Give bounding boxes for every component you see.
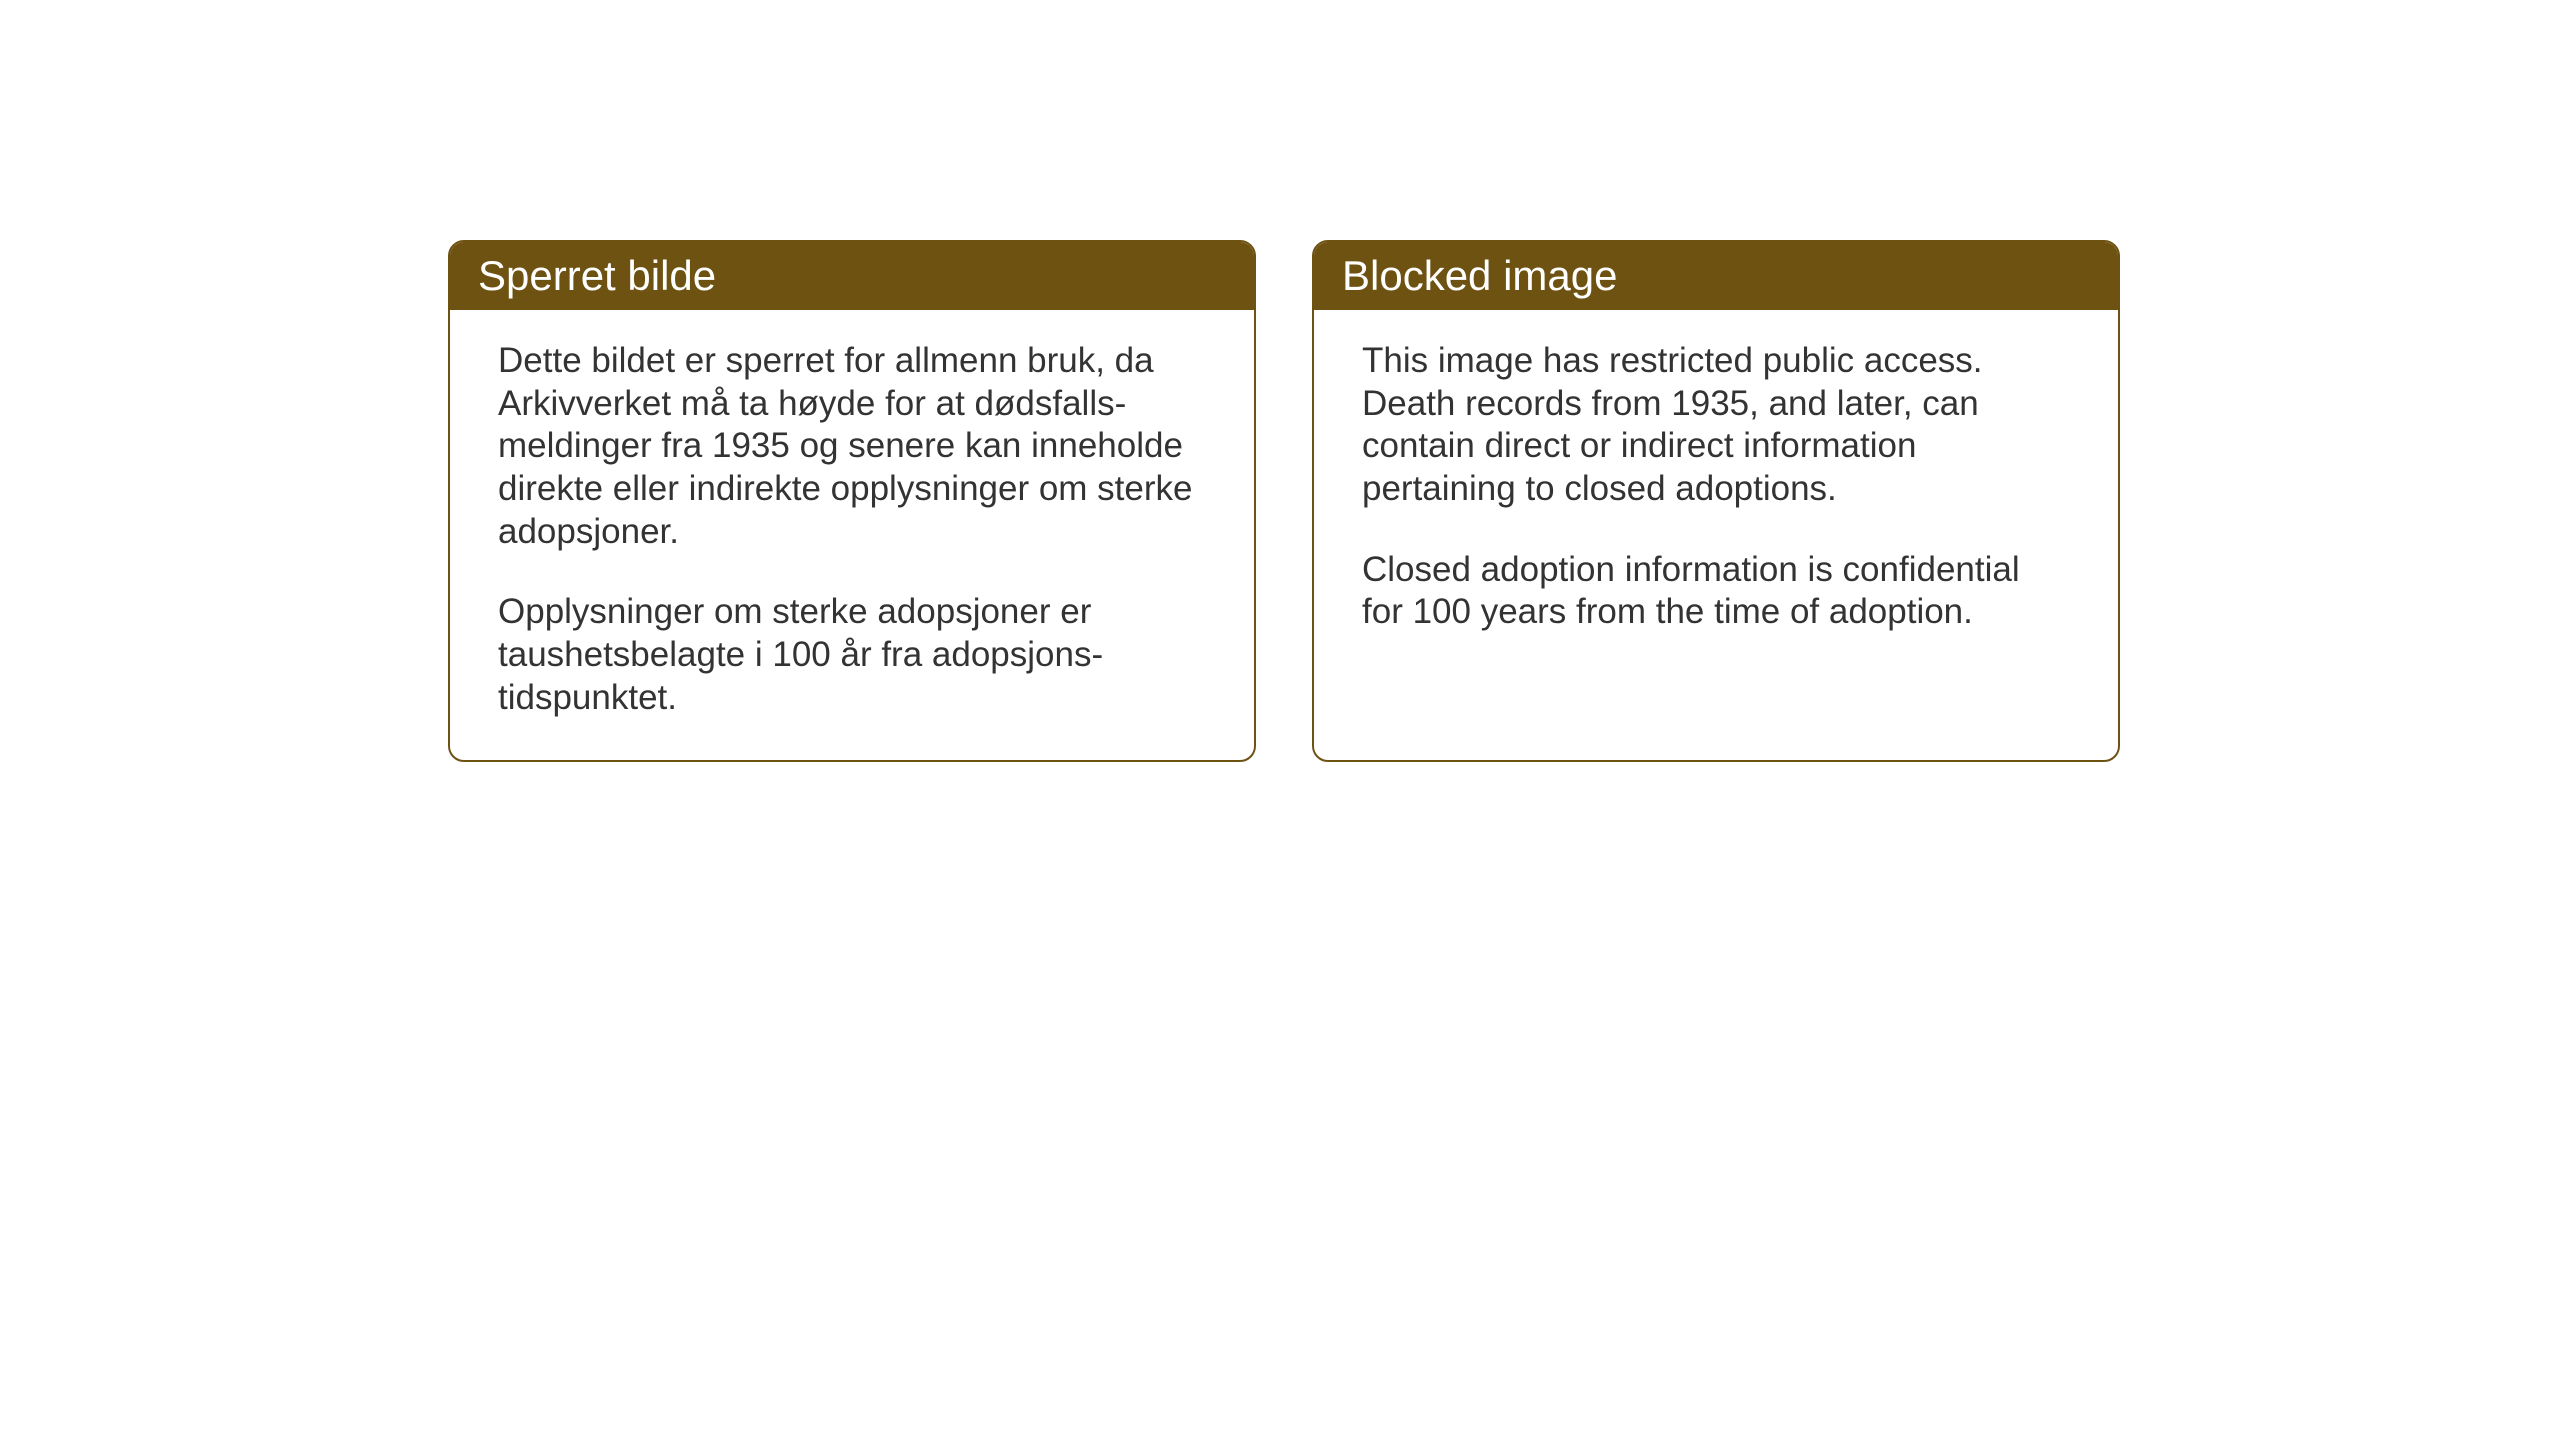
card-body-norwegian: Dette bildet er sperret for allmenn bruk… — [450, 310, 1254, 760]
card-english: Blocked image This image has restricted … — [1312, 240, 2120, 762]
card-norwegian: Sperret bilde Dette bildet er sperret fo… — [448, 240, 1256, 762]
card-header-norwegian: Sperret bilde — [450, 242, 1254, 310]
card-paragraph: This image has restricted public access.… — [1362, 340, 2070, 511]
cards-container: Sperret bilde Dette bildet er sperret fo… — [448, 240, 2120, 762]
card-header-english: Blocked image — [1314, 242, 2118, 310]
card-paragraph: Closed adoption information is confident… — [1362, 549, 2070, 634]
card-body-english: This image has restricted public access.… — [1314, 310, 2118, 712]
card-paragraph: Opplysninger om sterke adopsjoner er tau… — [498, 591, 1206, 719]
card-paragraph: Dette bildet er sperret for allmenn bruk… — [498, 340, 1206, 553]
card-title: Blocked image — [1342, 252, 1617, 299]
card-title: Sperret bilde — [478, 252, 716, 299]
